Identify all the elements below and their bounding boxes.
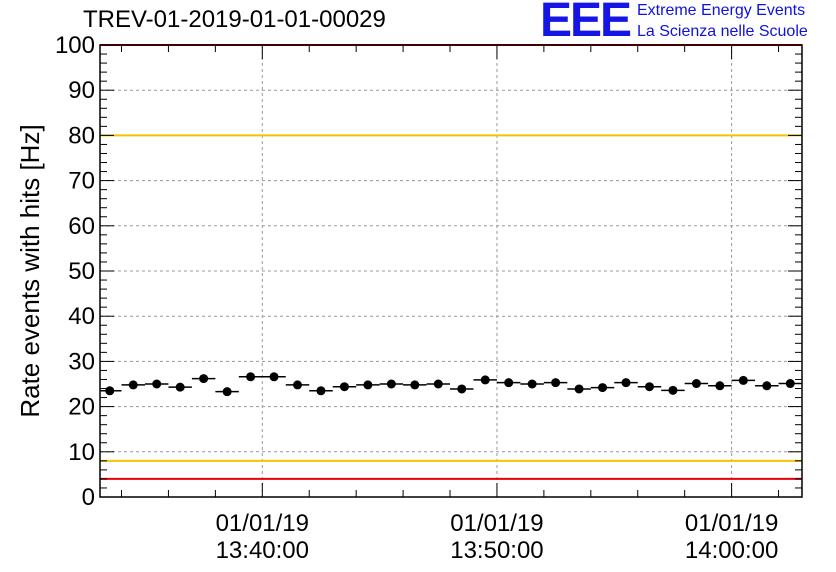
y-tick-label: 50	[68, 258, 95, 285]
eee-logo-letters: EEE	[540, 0, 632, 47]
eee-logo: EEE	[540, 0, 632, 47]
y-tick-label: 30	[68, 348, 95, 375]
x-tick-label-time: 14:00:00	[685, 537, 778, 564]
data-point	[222, 387, 232, 397]
x-tick-label-time: 13:50:00	[450, 537, 543, 564]
data-point	[504, 378, 514, 388]
x-tick-label-date: 01/01/19	[685, 510, 778, 537]
data-point	[457, 384, 467, 394]
data-point	[246, 372, 256, 382]
data-point	[105, 386, 115, 396]
data-point	[785, 379, 795, 389]
data-point	[762, 381, 772, 391]
data-point	[199, 374, 209, 384]
data-point	[551, 378, 561, 388]
y-tick-label: 60	[68, 213, 95, 240]
data-point	[598, 383, 608, 393]
data-point	[480, 375, 490, 385]
y-tick-label: 100	[55, 32, 95, 59]
data-point	[386, 379, 396, 389]
data-point	[644, 382, 654, 392]
data-point	[433, 379, 443, 389]
logo-line-1: Extreme Energy Events	[637, 2, 806, 19]
grid-lines	[100, 45, 802, 497]
data-point	[339, 382, 349, 392]
chart-title: TREV-01-2019-01-01-00029	[83, 6, 386, 33]
data-point	[292, 380, 302, 390]
data-point	[316, 386, 326, 396]
data-point	[574, 384, 584, 394]
y-tick-label: 0	[82, 484, 95, 511]
data-point	[175, 382, 185, 392]
data-point	[738, 375, 748, 385]
data-point	[527, 379, 537, 389]
y-tick-label: 40	[68, 303, 95, 330]
data-point	[363, 380, 373, 390]
data-point	[152, 379, 162, 389]
x-tick-label-date: 01/01/19	[450, 510, 543, 537]
x-tick-label-date: 01/01/19	[216, 510, 309, 537]
logo-line-2: La Scienza nelle Scuole	[637, 23, 808, 40]
y-tick-label: 20	[68, 394, 95, 421]
data-points	[100, 372, 802, 397]
data-point	[621, 378, 631, 388]
data-point	[269, 372, 279, 382]
y-tick-label: 80	[68, 122, 95, 149]
axis-ticks	[100, 44, 802, 498]
x-tick-label-time: 13:40:00	[216, 537, 309, 564]
threshold-lines	[100, 44, 802, 480]
y-tick-label: 90	[68, 77, 95, 104]
data-point	[715, 381, 725, 391]
y-tick-label: 70	[68, 168, 95, 195]
data-point	[691, 379, 701, 389]
data-point	[128, 380, 138, 390]
y-axis-label: Rate events with hits [Hz]	[15, 124, 45, 417]
data-point	[410, 380, 420, 390]
data-point	[668, 385, 678, 395]
y-tick-label: 10	[68, 439, 95, 466]
axis-labels: 010203040506070809010001/01/1913:40:0001…	[55, 32, 778, 564]
